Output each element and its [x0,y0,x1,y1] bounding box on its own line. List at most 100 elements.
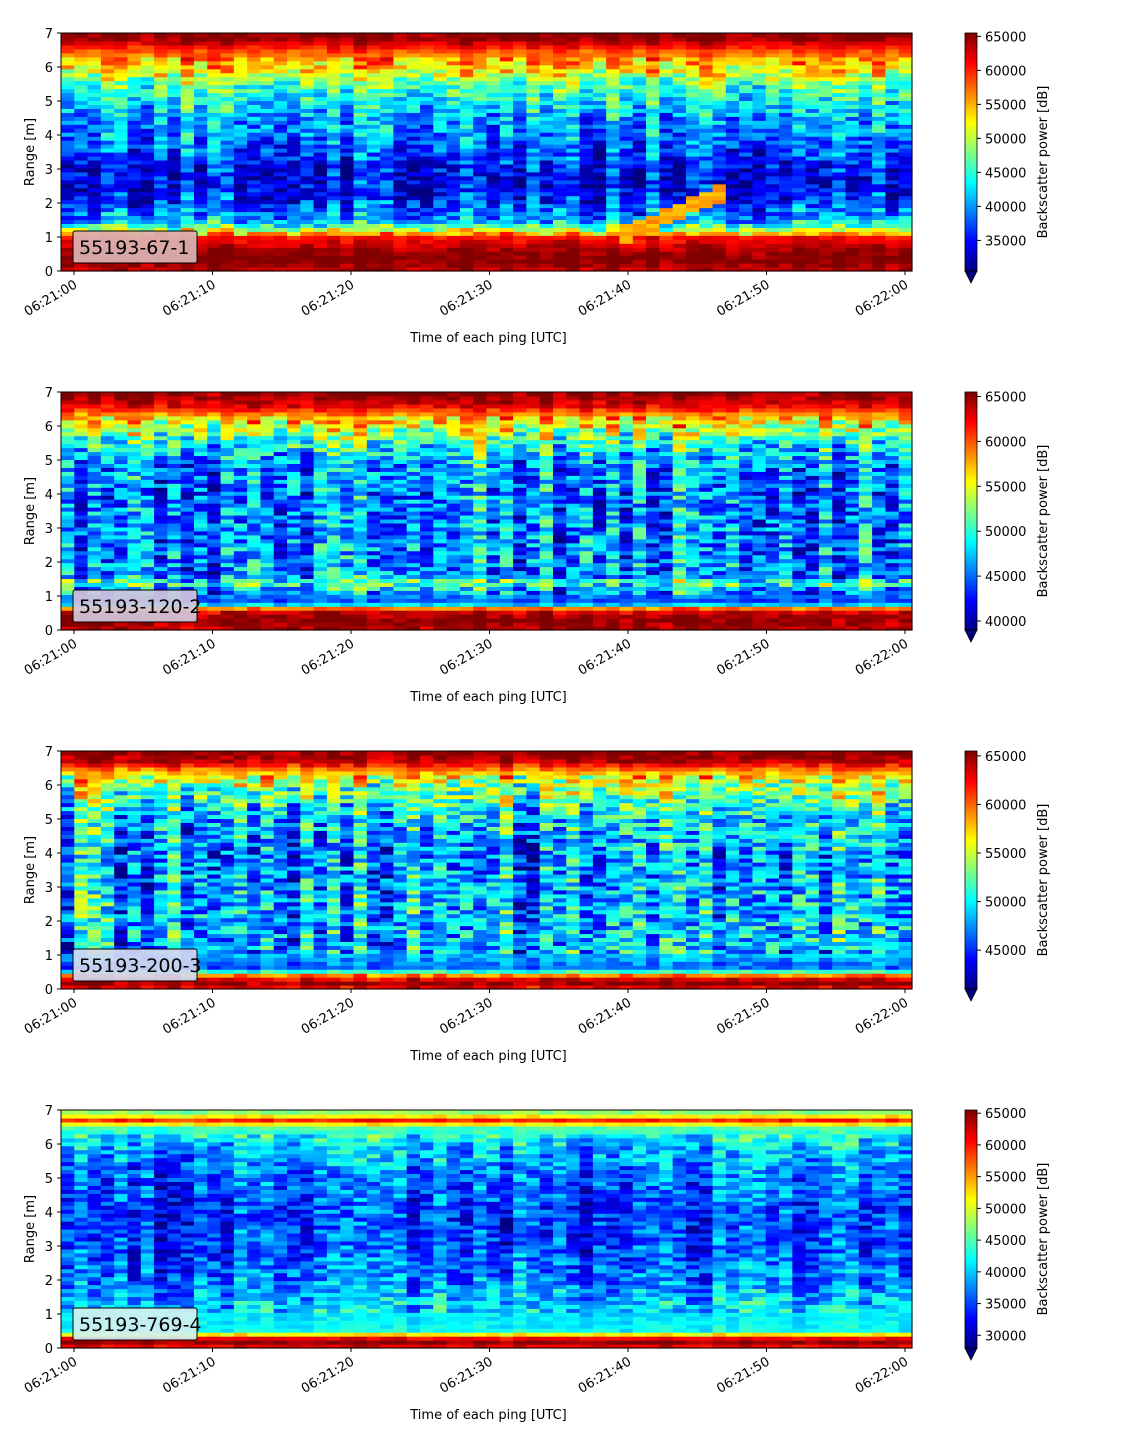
heatmap-cell [832,255,846,260]
heatmap-cell [872,41,886,46]
heatmap-cell [606,108,620,113]
heatmap-cell [287,69,301,74]
heatmap-cell [526,223,540,228]
heatmap-cell [114,33,128,38]
heatmap-cell [367,77,381,82]
heatmap-cell [846,81,860,86]
heatmap-cell [167,459,181,464]
heatmap-cell [327,57,341,62]
heatmap-cell [447,223,461,228]
heatmap-cell [846,247,860,252]
heatmap-cell [247,45,261,50]
heatmap-cell [181,499,195,504]
heatmap-cell [526,100,540,105]
heatmap-cell [61,495,75,500]
heatmap-cell [327,128,341,133]
heatmap-cell [367,33,381,38]
heatmap-cell [766,33,780,38]
heatmap-cell [393,156,407,161]
heatmap-cell [127,455,141,460]
heatmap-cell [101,511,115,516]
heatmap-cell [619,112,633,117]
heatmap-cell [274,184,288,189]
heatmap-cell [580,251,594,256]
heatmap-cell [380,196,394,201]
heatmap-cell [194,184,208,189]
heatmap-cell [713,259,727,264]
heatmap-cell [340,172,354,177]
heatmap-cell [766,160,780,165]
heatmap-cell [340,156,354,161]
heatmap-cell [234,416,248,421]
heatmap-cell [792,168,806,173]
heatmap-cell [872,93,886,98]
heatmap-cell [247,112,261,117]
heatmap-cell [114,452,128,457]
heatmap-cell [659,77,673,82]
heatmap-cell [247,571,261,576]
heatmap-cell [566,124,580,129]
x-tick-label: 06:21:30 [437,277,495,319]
heatmap-cell [380,235,394,240]
heatmap-cell [154,212,168,217]
heatmap-cell [207,547,221,552]
heatmap-cell [260,598,274,603]
heatmap-cell [167,400,181,405]
heatmap-cell [473,200,487,205]
heatmap-cell [247,432,261,437]
heatmap-cell [327,219,341,224]
heatmap-cell [859,73,873,78]
heatmap-cell [500,184,514,189]
heatmap-cell [167,148,181,153]
heatmap-cell [221,259,235,264]
heatmap-cell [713,235,727,240]
heatmap-cell [553,204,567,209]
heatmap-cell [713,124,727,129]
heatmap-cell [460,208,474,213]
heatmap-cell [340,219,354,224]
heatmap-cell [207,559,221,564]
heatmap-cell [207,618,221,623]
heatmap-cell [540,251,554,256]
heatmap-cell [221,622,235,627]
heatmap-cell [127,543,141,548]
heatmap-cell [88,61,102,66]
heatmap-cell [699,69,713,74]
heatmap-cell [393,192,407,197]
heatmap-cell [234,45,248,50]
heatmap-cell [260,37,274,42]
heatmap-cell [766,184,780,189]
heatmap-cell [433,140,447,145]
heatmap-cell [327,120,341,125]
heatmap-cell [540,108,554,113]
heatmap-cell [101,539,115,544]
heatmap-cell [260,85,274,90]
heatmap-cell [872,89,886,94]
heatmap-cell [61,196,75,201]
heatmap-cell [806,73,820,78]
heatmap-cell [619,73,633,78]
heatmap-cell [832,168,846,173]
heatmap-cell [673,132,687,137]
heatmap-cell [61,168,75,173]
heatmap-cell [819,223,833,228]
heatmap-cell [141,156,155,161]
heatmap-cell [673,65,687,70]
heatmap-cell [473,89,487,94]
heatmap-cell [846,223,860,228]
heatmap-cell [752,93,766,98]
heatmap-cell [699,136,713,141]
heatmap-cell [114,223,128,228]
heatmap-cell [460,215,474,220]
heatmap-cell [274,132,288,137]
heatmap-cell [247,227,261,232]
heatmap-cell [699,215,713,220]
heatmap-cell [194,204,208,209]
heatmap-cell [447,144,461,149]
heatmap-cell [566,73,580,78]
heatmap-cell [713,200,727,205]
heatmap-cell [513,152,527,157]
heatmap-cell [460,81,474,86]
heatmap-cell [580,93,594,98]
heatmap-cell [633,219,647,224]
